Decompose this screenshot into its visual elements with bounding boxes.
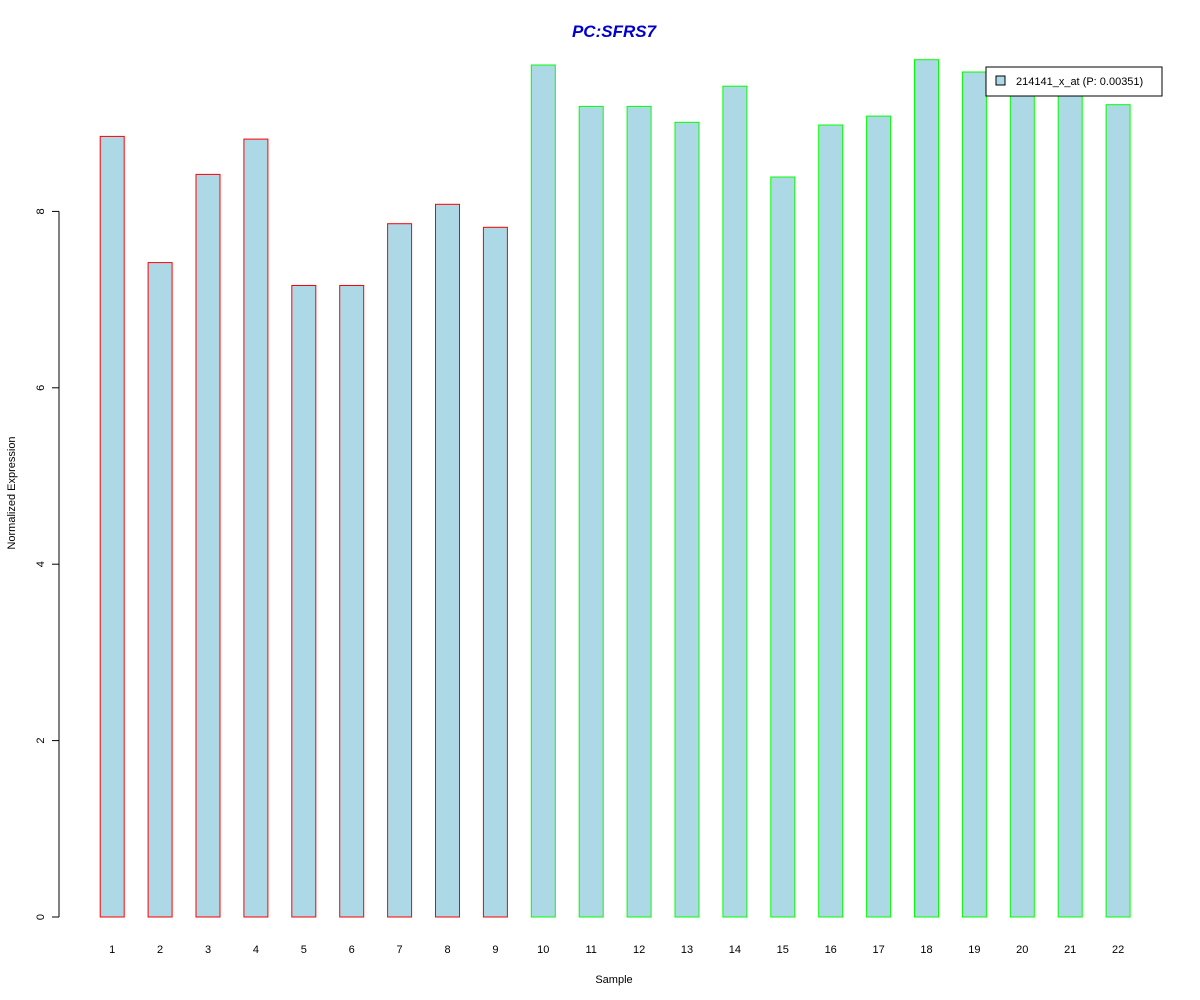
bar-sample-10 bbox=[530, 64, 556, 918]
y-tick-label: 4 bbox=[35, 561, 47, 567]
x-tick-label: 6 bbox=[349, 944, 355, 956]
bar-sample-4 bbox=[243, 138, 269, 918]
x-tick-label: 22 bbox=[1112, 944, 1124, 956]
x-tick-label: 2 bbox=[157, 944, 163, 956]
bar-sample-7 bbox=[387, 223, 413, 918]
x-tick-label: 16 bbox=[825, 944, 837, 956]
x-tick-label: 3 bbox=[205, 944, 211, 956]
legend: 214141_x_at (P: 0.00351) bbox=[985, 66, 1163, 97]
x-tick-label: 17 bbox=[872, 944, 884, 956]
bar-sample-21 bbox=[1057, 82, 1083, 918]
bar-sample-15 bbox=[770, 176, 796, 918]
x-tick-label: 7 bbox=[397, 944, 403, 956]
x-tick-label: 5 bbox=[301, 944, 307, 956]
x-tick-label: 19 bbox=[968, 944, 980, 956]
x-tick-label: 21 bbox=[1064, 944, 1076, 956]
bar-sample-17 bbox=[866, 115, 892, 918]
x-tick-label: 20 bbox=[1016, 944, 1028, 956]
bar-sample-9 bbox=[482, 226, 508, 918]
bar-sample-14 bbox=[722, 85, 748, 918]
x-tick-label: 4 bbox=[253, 944, 259, 956]
x-tick-label: 18 bbox=[920, 944, 932, 956]
bar-sample-11 bbox=[578, 105, 604, 918]
y-tick-label: 6 bbox=[35, 385, 47, 391]
y-tick-label: 0 bbox=[35, 914, 47, 920]
bar-sample-16 bbox=[818, 124, 844, 918]
legend-label: 214141_x_at (P: 0.00351) bbox=[1016, 76, 1143, 88]
bar-sample-13 bbox=[674, 121, 700, 918]
x-tick-label: 1 bbox=[109, 944, 115, 956]
x-tick-label: 10 bbox=[537, 944, 549, 956]
x-tick-label: 13 bbox=[681, 944, 693, 956]
bars bbox=[99, 59, 1131, 918]
x-tick-label: 8 bbox=[444, 944, 450, 956]
bar-sample-2 bbox=[147, 262, 173, 918]
chart-title: PC:SFRS7 bbox=[572, 22, 658, 41]
x-axis-label: Sample bbox=[595, 974, 632, 986]
bar-sample-18 bbox=[914, 59, 939, 918]
bar-sample-1 bbox=[99, 135, 125, 918]
bar-sample-12 bbox=[626, 105, 652, 918]
x-tick-label: 15 bbox=[777, 944, 789, 956]
x-tick-label: 9 bbox=[492, 944, 498, 956]
x-tick-label: 12 bbox=[633, 944, 645, 956]
bar-sample-22 bbox=[1105, 104, 1131, 918]
x-tick-label: 14 bbox=[729, 944, 741, 956]
bar-sample-5 bbox=[291, 285, 317, 918]
y-axis-label: Normalized Expression bbox=[6, 436, 18, 549]
y-tick-label: 8 bbox=[35, 208, 47, 214]
legend-box bbox=[985, 66, 1163, 97]
y-axis: 0 2 4 6 8 bbox=[35, 208, 60, 920]
bar-sample-8 bbox=[435, 203, 460, 918]
bar-sample-3 bbox=[195, 173, 221, 918]
y-tick-label: 2 bbox=[35, 738, 47, 744]
bar-sample-6 bbox=[339, 285, 365, 918]
bar-sample-19 bbox=[961, 71, 987, 918]
x-tick-label: 11 bbox=[585, 944, 596, 956]
legend-swatch bbox=[995, 75, 1006, 86]
bar-sample-20 bbox=[1009, 78, 1035, 918]
x-tick-labels: 1 2 3 4 5 6 7 8 9 10 11 12 13 14 15 16 17 18 19 20 21 22 bbox=[109, 944, 1124, 956]
